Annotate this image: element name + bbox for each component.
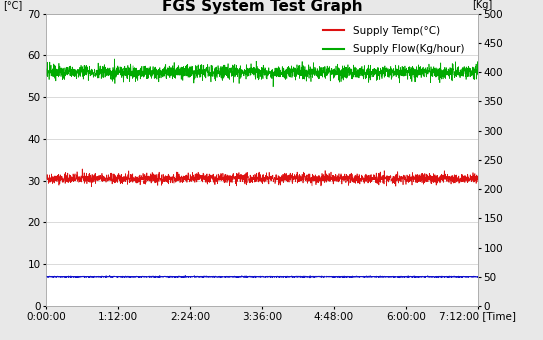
Legend: Supply Temp(°C), Supply Flow(Kg/hour): Supply Temp(°C), Supply Flow(Kg/hour) bbox=[319, 22, 468, 58]
Text: [Kg]: [Kg] bbox=[472, 0, 493, 10]
Title: FGS System Test Graph: FGS System Test Graph bbox=[162, 0, 362, 14]
Text: [°C]: [°C] bbox=[3, 0, 22, 10]
